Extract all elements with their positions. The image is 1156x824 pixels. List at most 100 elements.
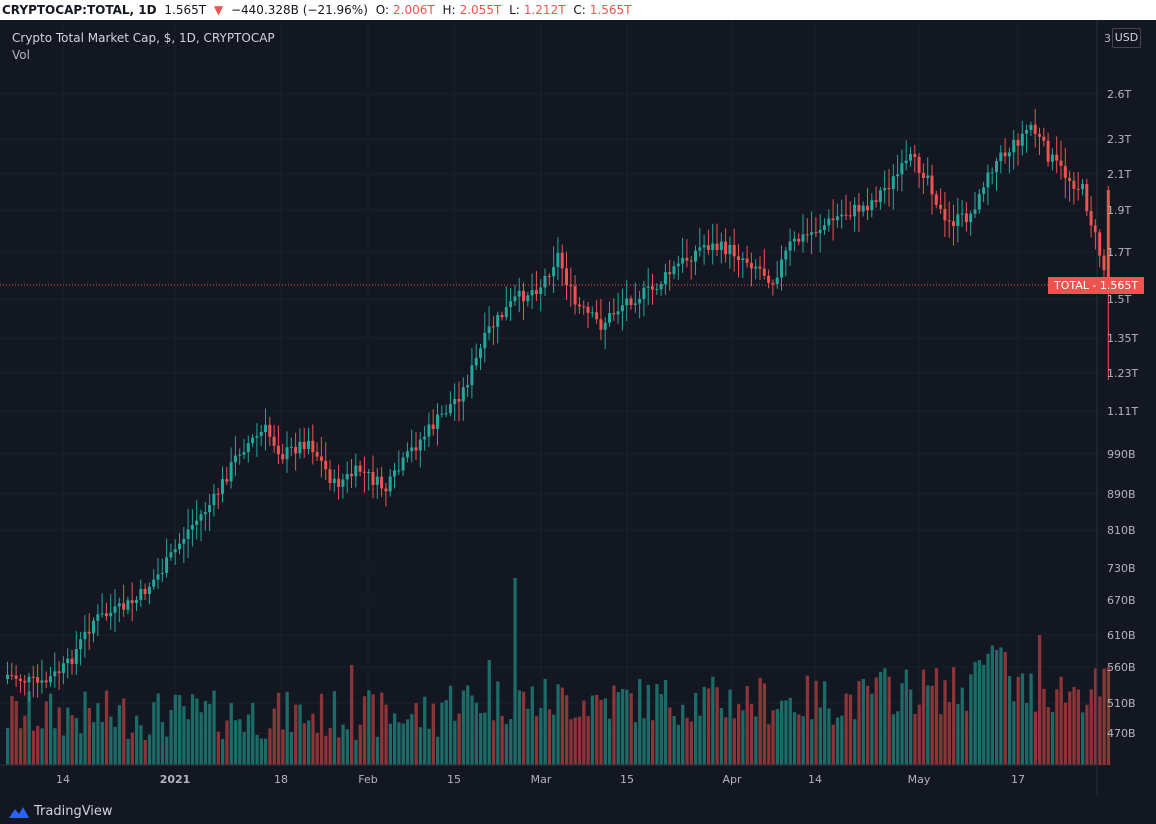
volume-bar (831, 724, 835, 765)
candle-body (801, 234, 805, 242)
candle-body (732, 244, 736, 257)
candle-body (380, 476, 384, 489)
volume-bar (939, 714, 943, 765)
high-value: 2.055T (459, 3, 502, 17)
volume-bar (1059, 676, 1063, 765)
price-tick-label: 1.23T (1107, 367, 1138, 380)
candle-body (582, 306, 586, 308)
volume-bar (887, 676, 891, 765)
price-chart[interactable]: 2.6T 2.3T 2.1T 1.9T 1.7T 1.5T 1.35T 1.23T 1.11T 9… (0, 20, 1156, 796)
volume-bar (31, 730, 36, 765)
tradingview-brand[interactable]: TradingView (8, 804, 113, 819)
candle-body (857, 204, 861, 212)
volume-bar (423, 696, 427, 765)
volume-bar (986, 653, 990, 765)
candle-body (307, 440, 310, 449)
series-title[interactable]: Crypto Total Market Cap, $, 1D, CRYPTOCA… (12, 31, 275, 45)
candle-body (995, 161, 998, 173)
candle-body (676, 263, 680, 267)
candle-body (861, 205, 865, 212)
volume-bar (586, 716, 590, 765)
price-tick-label: 2.6T (1107, 88, 1131, 101)
volume-bar (1063, 702, 1068, 765)
volume-bar (487, 660, 491, 765)
candle-body (225, 479, 229, 482)
candle-body (891, 176, 895, 190)
candle-body (367, 472, 371, 474)
volume-bar (620, 688, 625, 765)
candle-body (947, 220, 951, 222)
volume-bar (913, 713, 917, 765)
candle-body (543, 275, 547, 288)
candle-body (560, 252, 564, 269)
candle-body (767, 275, 771, 283)
candle-body (522, 290, 525, 302)
candle-body (642, 287, 646, 300)
currency-button[interactable]: USD (1112, 28, 1141, 48)
candle-body (341, 479, 345, 487)
candle-body (36, 677, 40, 683)
volume-bar (724, 717, 728, 765)
volume-bar (500, 715, 504, 765)
brand-name: TradingView (34, 804, 113, 819)
volume-bar (66, 707, 70, 765)
candle-body (276, 445, 280, 455)
candle-body (973, 209, 977, 214)
candle-body (147, 586, 151, 595)
volume-bar (61, 735, 66, 765)
volume-bar (268, 728, 272, 765)
candle-body (405, 451, 409, 458)
volume-bar (823, 681, 827, 765)
candle-body (853, 204, 857, 217)
candle-body (393, 470, 396, 477)
volume-bar (332, 691, 337, 765)
candle-body (896, 174, 900, 177)
candle-body (264, 424, 267, 433)
candle-body (96, 614, 100, 621)
volume-bar (539, 707, 543, 765)
candle-body (904, 160, 908, 164)
volume-bar (216, 731, 220, 765)
time-tick-label: 2021 (160, 773, 191, 786)
candle-body (255, 436, 259, 438)
candle-body (251, 437, 255, 444)
volume-bar (147, 734, 152, 765)
volume-bar (272, 708, 276, 765)
volume-bar (797, 714, 801, 765)
candle-body (1081, 184, 1084, 190)
price-tick-label: 810B (1107, 524, 1136, 537)
volume-bar (749, 703, 754, 765)
volume-bar (10, 696, 14, 765)
symbol-label[interactable]: CRYPTOCAP:TOTAL, 1D (2, 3, 157, 17)
time-axis: 14 2021 18 Feb 15 Mar 15 Apr 14 May 17 (56, 773, 1025, 786)
volume-bar (827, 708, 831, 765)
time-tick-label: Feb (358, 773, 377, 786)
volume-bar (788, 697, 792, 765)
candle-body (844, 214, 848, 216)
candle-body (461, 387, 465, 402)
candle-body (878, 190, 882, 202)
candle-body (221, 479, 224, 494)
candle-body (629, 298, 633, 306)
volume-bar (139, 725, 143, 765)
candle-body (337, 478, 341, 487)
volume-bar (229, 703, 233, 765)
candle-body (612, 313, 616, 315)
candle-body (259, 432, 263, 437)
volume-bar (388, 723, 392, 765)
candle-body (479, 348, 482, 358)
candles (6, 109, 1110, 703)
volume-bar (737, 704, 741, 765)
candle-body (706, 245, 710, 250)
candle-body (139, 588, 143, 600)
volume-bar (608, 718, 612, 765)
volume-bar (1102, 668, 1106, 765)
volume-legend[interactable]: Vol (12, 48, 30, 62)
volume-bar (1068, 691, 1072, 765)
volume-bar (208, 703, 212, 765)
candle-body (1098, 232, 1102, 256)
volume-bar (79, 733, 83, 765)
candle-body (1093, 225, 1097, 233)
volume-bar (27, 691, 31, 765)
candle-body (117, 603, 121, 607)
